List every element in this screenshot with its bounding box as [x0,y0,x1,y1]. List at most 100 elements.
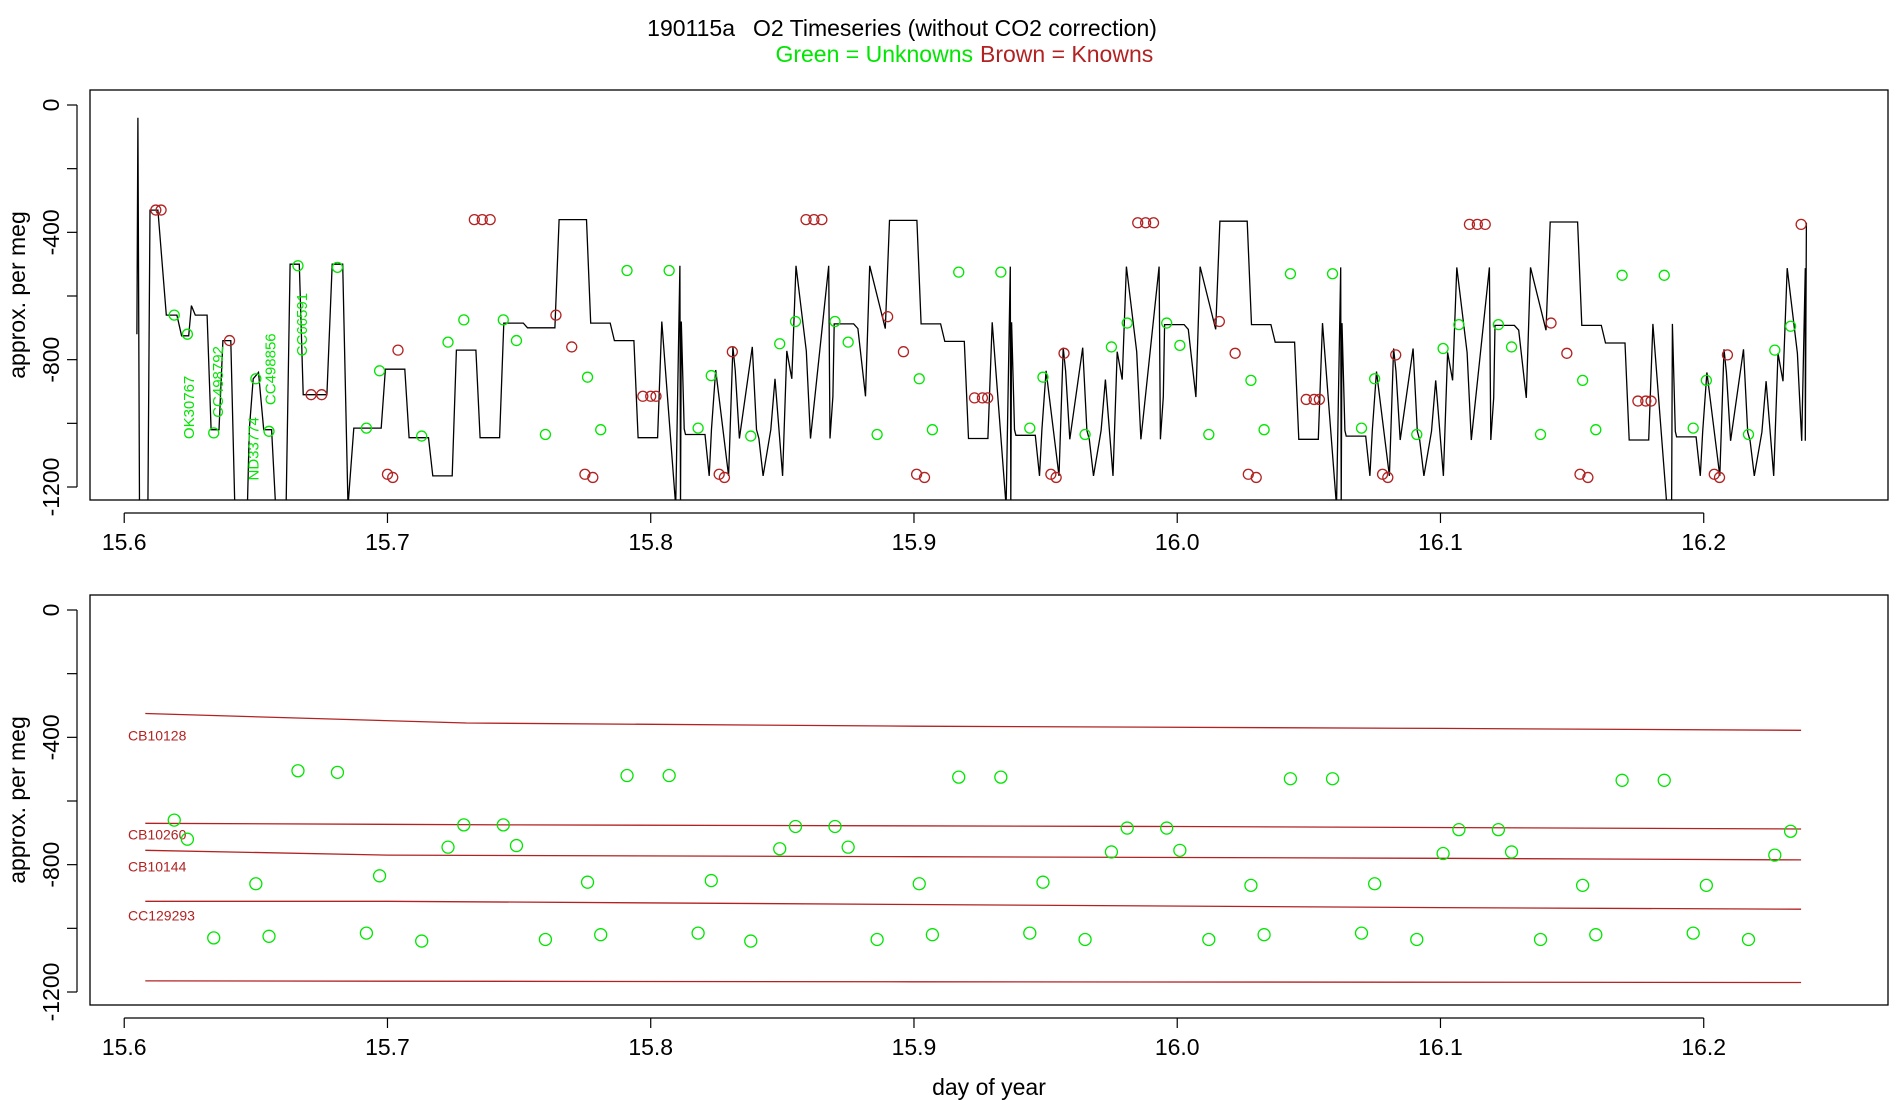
bottom-plot-frame [89,594,1889,1006]
bottom-unknown-point [788,819,803,834]
bottom-unknown-point [580,875,595,889]
top-unknown-point [745,430,757,442]
bottom-unknown-point [372,869,387,883]
top-unknown-point [995,266,1007,278]
bottom-unknown-point [509,838,524,853]
cylinder-annotation: ND33774 [245,417,262,480]
bottom-unknown-point [1575,878,1590,893]
top-known-point [1242,468,1254,480]
bottom-unknown-point [538,932,553,947]
top-unknown-point [497,314,509,326]
bottom-y-tick-label: 0 [38,604,64,617]
top-unknown-point [250,373,262,385]
top-unknown-point [1492,318,1505,331]
bottom-unknown-point [496,818,510,832]
top-known-point [1582,471,1594,484]
top-unknown-point [913,373,925,385]
top-unknown-point [292,260,304,272]
top-unknown-point [926,424,939,436]
reference-label: CB10144 [128,858,187,874]
top-unknown-point [1079,428,1091,441]
top-unknown-point [1161,317,1173,329]
reference-line [145,900,1802,910]
bottom-x-tick-label: 15.8 [628,1034,673,1060]
bottom-unknown-point [1699,878,1714,893]
reference-line [145,980,1802,984]
top-unknown-point [581,371,594,383]
cylinder-annotation: CC66591 [294,293,311,356]
title-id: 190115a [647,15,735,41]
bottom-unknown-point [1368,877,1382,891]
top-panel: 15.6 15.7 15.8 15.9 16.0 16.1 16.2 0 -400 -800 -12… [4,89,1889,555]
bottom-unknown-point [925,928,940,942]
top-known-point [1382,471,1394,484]
top-known-point [1300,393,1312,406]
top-known-point [1250,471,1262,484]
bottom-unknown-point [441,840,455,854]
reference-line [145,849,1802,861]
top-unknown-point [181,328,194,340]
bottom-unknown-point [912,877,926,891]
cylinder-annotation: CC498792 [210,346,227,418]
bottom-unknown-point [744,934,758,948]
top-unknown-point [458,314,470,326]
top-x-tick-label: 15.7 [365,529,410,555]
legend-unknowns: Green = Unknowns [775,41,973,67]
bottom-unknown-point [262,929,276,943]
bottom-unknown-point [1354,926,1369,940]
top-known-point [223,334,236,347]
reference-line [145,822,1802,830]
top-known-point [1132,217,1144,229]
top-unknown-point [1742,428,1755,441]
top-unknown-point [705,369,717,382]
bottom-unknown-point [994,770,1008,784]
bottom-unknown-point [457,818,471,832]
bottom-unknown-point [1589,928,1603,942]
bottom-unknown-point [828,819,842,834]
bottom-unknown-point [1504,845,1519,859]
bottom-unknown-point [1783,824,1798,838]
top-known-point [1713,471,1726,484]
top-known-point [1139,217,1152,229]
bottom-unknown-point [841,840,855,854]
bottom-y-tick-label: -1200 [38,963,64,1022]
top-known-point [976,392,989,404]
top-x-tick-label: 15.9 [892,529,937,555]
bottom-unknown-point [1615,773,1629,787]
top-unknown-point [1203,428,1215,441]
bottom-unknown-point [330,765,345,779]
top-unknown-point [842,336,854,348]
top-unknown-point [1258,424,1270,436]
bottom-x-axis-label: day of year [932,1074,1046,1100]
top-known-point [1313,393,1326,406]
bottom-unknown-point [1768,848,1782,862]
bottom-x-tick-label: 15.9 [892,1034,937,1060]
top-unknown-point [1369,373,1381,385]
top-known-point [726,346,738,358]
top-unknown-point [1326,268,1339,280]
bottom-unknown-point [870,932,884,947]
top-known-point [1471,218,1483,231]
top-known-point [897,346,910,358]
bottom-unknown-point [1686,926,1700,940]
top-unknown-point [1121,317,1133,329]
top-known-point [1050,471,1062,484]
top-unknown-point [692,422,704,434]
top-unknown-point [621,264,633,277]
top-known-point [1229,347,1241,359]
bottom-unknown-point [1160,821,1174,835]
top-known-point [910,468,923,480]
top-unknown-point [953,266,965,278]
cylinder-annotation: OK30767 [181,376,198,439]
top-unknown-point [789,315,802,328]
top-unknown-point [360,422,373,434]
bottom-unknown-point [1741,932,1756,947]
top-y-tick-label: -400 [38,209,64,255]
cylinder-annotation: CC498856 [263,333,280,405]
top-x-tick-label: 16.2 [1681,529,1726,555]
top-known-point [150,204,162,216]
bottom-unknown-point [1023,926,1037,940]
top-y-tick-label: -800 [38,337,64,383]
top-known-point [1561,347,1573,359]
top-unknown-point [539,428,552,441]
